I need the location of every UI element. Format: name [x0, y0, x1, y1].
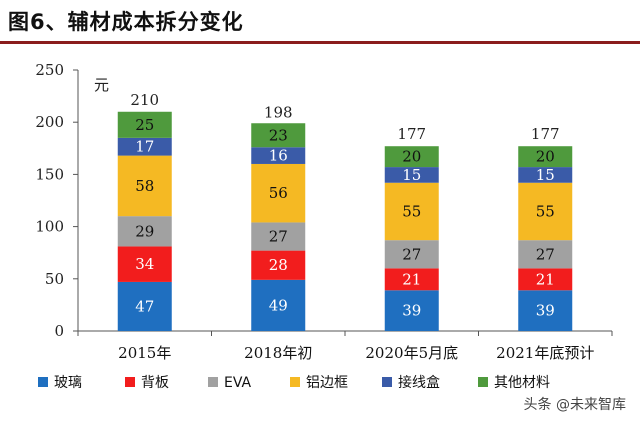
segment-value-label: 34	[135, 255, 154, 273]
segment-value-label: 27	[269, 228, 288, 246]
bar-segment	[518, 182, 573, 241]
bar-total-label: 210	[130, 91, 159, 109]
title-underline	[0, 41, 640, 44]
segment-value-label: 49	[269, 296, 288, 314]
legend-label: EVA	[224, 375, 252, 391]
bar-segment	[518, 268, 573, 291]
legend-label: 接线盒	[398, 374, 440, 391]
category-label: 2020年5月底	[365, 344, 458, 362]
legend-swatch	[38, 377, 48, 387]
legend-label: 背板	[141, 375, 169, 391]
segment-value-label: 21	[536, 270, 555, 288]
legend-label: 其他材料	[494, 375, 550, 391]
segment-value-label: 58	[135, 177, 154, 195]
segment-value-label: 21	[402, 270, 421, 288]
segment-value-label: 16	[269, 147, 288, 165]
y-tick-label: 250	[35, 61, 64, 79]
bar-segment	[518, 240, 573, 269]
bar-segment	[518, 290, 573, 331]
bar-segment	[384, 268, 439, 291]
bar-segment	[117, 155, 172, 217]
segment-value-label: 28	[269, 256, 288, 274]
bar-segment	[117, 281, 172, 331]
bar-total-label: 177	[531, 125, 560, 143]
segment-value-label: 29	[135, 222, 154, 240]
y-unit-label: 元	[94, 76, 109, 94]
category-label: 2021年底预计	[496, 344, 594, 362]
bar-segment	[251, 163, 306, 223]
segment-value-label: 55	[536, 202, 555, 220]
segment-value-label: 55	[402, 202, 421, 220]
segment-value-label: 39	[536, 302, 555, 320]
bar-segment	[251, 123, 306, 148]
y-tick-label: 150	[35, 165, 64, 183]
bar-segment	[384, 167, 439, 183]
bar-segment	[251, 147, 306, 164]
legend-label: 玻璃	[54, 374, 82, 391]
bar-segment	[251, 222, 306, 251]
segment-value-label: 23	[269, 126, 288, 144]
legend-swatch	[478, 377, 488, 387]
legend-swatch	[290, 377, 300, 387]
bar-segment	[117, 111, 172, 138]
bar-segment	[518, 167, 573, 183]
bar-segment	[117, 246, 172, 282]
segment-value-label: 47	[135, 297, 154, 315]
segment-value-label: 56	[269, 184, 288, 202]
segment-value-label: 20	[402, 148, 421, 166]
segment-value-label: 27	[536, 245, 555, 263]
category-label: 2018年初	[244, 344, 312, 362]
segment-value-label: 15	[402, 166, 421, 184]
legend-swatch	[208, 377, 218, 387]
chart-title: 图6、辅材成本拆分变化	[8, 10, 244, 34]
bar-segment	[384, 290, 439, 331]
segment-value-label: 20	[536, 148, 555, 166]
bar-segment	[384, 146, 439, 168]
bar-segment	[384, 240, 439, 269]
bar-total-label: 198	[264, 103, 293, 121]
legend-label: 铝边框	[306, 375, 348, 391]
legend-swatch	[382, 377, 392, 387]
segment-value-label: 15	[536, 166, 555, 184]
bar-segment	[384, 182, 439, 241]
segment-value-label: 27	[402, 245, 421, 263]
segment-value-label: 17	[135, 138, 154, 156]
bar-total-label: 177	[397, 125, 426, 143]
watermark: 头条 @未来智库	[519, 393, 630, 415]
y-tick-label: 100	[35, 218, 64, 236]
y-tick-label: 50	[45, 270, 64, 288]
bar-segment	[518, 146, 573, 168]
bar-segment	[117, 216, 172, 247]
bar-segment	[117, 137, 172, 156]
segment-value-label: 25	[135, 116, 154, 134]
bar-segment	[251, 279, 306, 331]
category-label: 2015年	[118, 344, 171, 362]
y-tick-label: 200	[35, 113, 64, 131]
segment-value-label: 39	[402, 302, 421, 320]
bar-segment	[251, 250, 306, 280]
legend-swatch	[125, 377, 135, 387]
y-tick-label: 0	[54, 322, 64, 340]
